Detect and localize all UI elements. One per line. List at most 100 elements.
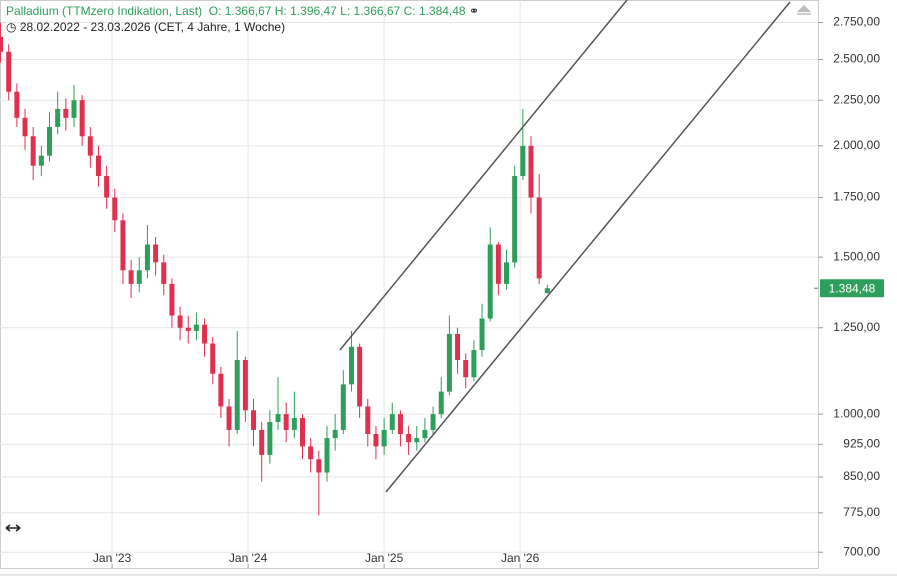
candle-body <box>406 433 412 443</box>
candle-body <box>87 136 93 156</box>
x-tick-label: Jan '24 <box>229 551 268 565</box>
channel-line-lower <box>385 1 791 493</box>
candle-body <box>544 288 550 294</box>
candle-body <box>463 360 469 378</box>
candle-body <box>283 414 289 430</box>
candle-body <box>193 324 199 331</box>
y-tick-label: 2.250,00 <box>833 92 880 106</box>
candle-body <box>242 360 248 411</box>
y-tick-label: 2.000,00 <box>833 138 880 152</box>
candle-body <box>397 414 403 434</box>
last-price-box <box>820 279 884 298</box>
candle-body <box>136 270 142 284</box>
candle-body <box>251 410 257 430</box>
candle-body <box>218 373 224 407</box>
candle-body <box>112 197 118 221</box>
ohlc: O: 1.366,67 H: 1.396,47 L: 1.366,67 C: 1… <box>208 4 466 18</box>
header-line: Palladium (TTMzero Indikation, Last) O: … <box>6 4 479 18</box>
candle-body <box>63 108 69 118</box>
x-tick-label: Jan '23 <box>93 551 132 565</box>
candle-body <box>14 91 20 118</box>
candle-body <box>324 438 330 473</box>
candle-body <box>210 343 216 374</box>
y-tick-label: 1.750,00 <box>833 190 880 204</box>
axes: 700,00 775,00 850,00 925,00 1.000,00 1.250,00… <box>93 15 884 568</box>
candle-body <box>520 145 526 177</box>
candle-body <box>169 283 175 316</box>
candle-body <box>357 346 363 407</box>
link-icon[interactable]: ⚭ <box>468 4 480 18</box>
candle-body <box>414 438 420 443</box>
candle-body <box>267 421 273 455</box>
candle-body <box>455 334 461 361</box>
candle-body <box>144 244 150 271</box>
candle-body <box>0 36 4 52</box>
candle-body <box>528 145 534 198</box>
candle-body <box>79 100 85 137</box>
candle-body <box>536 197 542 279</box>
candle-body <box>47 126 53 156</box>
candles <box>0 22 550 516</box>
candle-body <box>30 136 36 166</box>
candle-body <box>495 244 501 284</box>
y-tick-label: 1.500,00 <box>833 249 880 263</box>
channel-line-upper <box>339 0 628 351</box>
candle-body <box>381 429 387 447</box>
candle-body <box>373 433 379 447</box>
candle-body <box>348 346 354 385</box>
y-tick-label: 775,00 <box>843 505 880 519</box>
candle-body <box>120 220 126 271</box>
last-price-label: 1.384,48 <box>829 281 876 295</box>
grid <box>0 0 818 568</box>
candle-body <box>234 360 240 430</box>
candle-body <box>71 100 77 118</box>
y-tick-label: 2.500,00 <box>833 52 880 66</box>
y-tick-label: 2.750,00 <box>833 15 880 29</box>
candle-body <box>291 418 297 430</box>
y-tick-label: 850,00 <box>843 469 880 483</box>
candle-body <box>430 414 436 430</box>
candle-body <box>95 155 101 177</box>
candle-body <box>153 244 159 263</box>
instrument: Palladium (TTMzero Indikation, Last) <box>6 4 203 18</box>
candle-body <box>55 108 61 127</box>
candle-body <box>438 391 444 415</box>
candle-body <box>512 176 518 263</box>
scroll-icon[interactable] <box>5 524 21 532</box>
candle-body <box>38 155 44 166</box>
range: 28.02.2022 - 23.03.2026 (CET, 4 Jahre, 1… <box>19 20 286 34</box>
y-tick-label: 1.000,00 <box>833 406 880 420</box>
candle-body <box>389 414 395 430</box>
candle-body <box>340 384 346 430</box>
candle-body <box>308 446 314 460</box>
plot-frame <box>0 0 819 569</box>
clock-icon: ◷ <box>6 20 17 34</box>
candle-body <box>6 51 12 92</box>
candle-body <box>226 406 232 430</box>
y-tick-label: 1.250,00 <box>833 320 880 334</box>
expand-icon[interactable] <box>797 5 811 12</box>
candle-body <box>259 429 265 455</box>
candle-body <box>332 429 338 439</box>
x-tick-label: Jan '25 <box>365 551 404 565</box>
candle-body <box>446 334 452 392</box>
range-line: ◷ 28.02.2022 - 23.03.2026 (CET, 4 Jahre,… <box>6 20 285 34</box>
candle-body <box>128 270 134 284</box>
candle-body <box>185 327 191 331</box>
candle-body <box>487 244 493 319</box>
candle-body <box>161 262 167 284</box>
x-tick-label: Jan '26 <box>501 551 540 565</box>
candle-body <box>22 117 28 137</box>
candle-body <box>177 315 183 328</box>
candle-body <box>504 262 510 284</box>
candle-body <box>316 459 322 473</box>
candle-body <box>104 176 110 198</box>
candle-body <box>202 324 208 344</box>
candle-body <box>365 406 371 434</box>
candle-body <box>479 318 485 351</box>
candle-body <box>275 414 281 422</box>
y-tick-label: 925,00 <box>843 436 880 450</box>
y-tick-label: 700,00 <box>843 544 880 558</box>
